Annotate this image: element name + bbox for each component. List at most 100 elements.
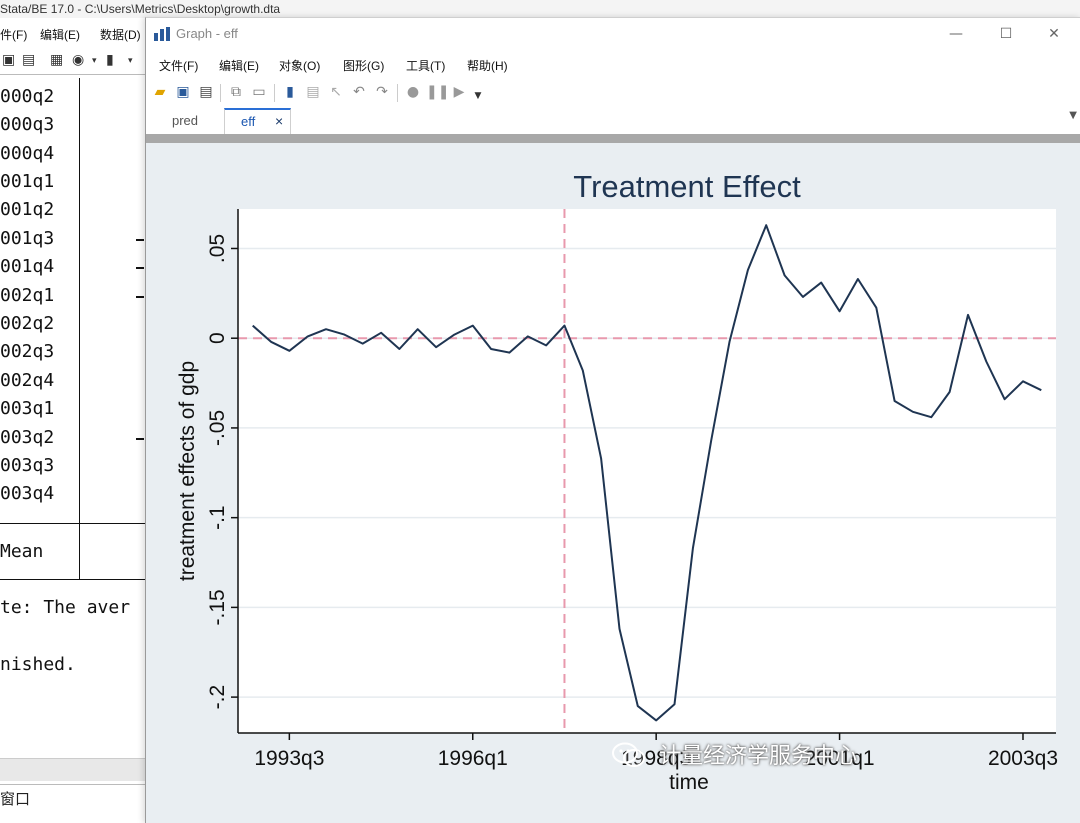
main-window-title: Stata/BE 17.0 - C:\Users\Metrics\Desktop… bbox=[0, 0, 1080, 18]
y-tick-label: -.2 bbox=[206, 685, 229, 710]
save-icon[interactable]: ▣ bbox=[2, 52, 16, 68]
table-divider bbox=[0, 579, 146, 580]
window-title: Graph - eff bbox=[176, 26, 238, 41]
save-icon[interactable]: ▣ bbox=[176, 84, 190, 100]
table-divider bbox=[79, 78, 80, 580]
menu-data[interactable]: 数据(D) bbox=[100, 28, 141, 42]
table-divider bbox=[0, 523, 146, 524]
note-text: te: The aver bbox=[0, 597, 131, 618]
plot-region bbox=[238, 209, 1056, 733]
tab-eff[interactable]: eff × bbox=[224, 108, 291, 135]
tab-label: pred bbox=[171, 113, 199, 128]
undo-icon[interactable]: ↶ bbox=[353, 84, 365, 100]
tab-label: eff bbox=[241, 114, 256, 129]
watermark: 计量经济学服务中心 bbox=[612, 738, 857, 778]
minus-sign bbox=[136, 239, 144, 241]
command-window-tab[interactable]: 窗口 bbox=[0, 784, 146, 815]
minimize-icon[interactable]: — bbox=[949, 26, 963, 42]
main-menubar: 件(F) 编辑(E) 数据(D) bbox=[0, 22, 146, 46]
table-row-label: 003q2 bbox=[0, 427, 55, 448]
horizontal-scrollbar[interactable] bbox=[0, 758, 146, 781]
y-tick-label: -.1 bbox=[206, 505, 229, 530]
y-tick-label: 0 bbox=[206, 332, 229, 344]
menu-edit[interactable]: 编辑(E) bbox=[219, 59, 259, 73]
y-tick-label: .05 bbox=[206, 234, 229, 263]
graph-tabs: pred eff × ▼ bbox=[146, 108, 1080, 135]
table-row-label: 001q2 bbox=[0, 199, 55, 220]
menu-object[interactable]: 对象(O) bbox=[279, 59, 321, 73]
tab-pred[interactable]: pred bbox=[146, 108, 225, 133]
close-icon[interactable]: × bbox=[275, 113, 284, 129]
table-row-label: 002q3 bbox=[0, 341, 55, 362]
graph-icon[interactable]: ▮ bbox=[106, 52, 114, 68]
mean-label: Mean bbox=[0, 541, 44, 562]
table-row-label: 002q4 bbox=[0, 370, 55, 391]
chevron-down-icon[interactable]: ▾ bbox=[128, 56, 133, 66]
x-axis-title: time bbox=[669, 771, 709, 794]
record-icon[interactable]: ● bbox=[406, 84, 420, 100]
copy-icon[interactable]: ⧉ bbox=[231, 84, 241, 100]
x-tick-label: 1996q1 bbox=[438, 747, 508, 770]
y-tick-label: -.05 bbox=[206, 410, 229, 446]
table-row-label: 000q4 bbox=[0, 143, 55, 164]
table-row-label: 002q1 bbox=[0, 285, 55, 306]
toolbar-separator bbox=[397, 84, 398, 102]
viewer-icon[interactable]: ◉ bbox=[72, 52, 85, 68]
graph-toolbar: ▰ ▣ ▤ ⧉ ▭ ▮ ▤ ↖ ↶ ↷ ● ❚❚ ▶ ▼ bbox=[146, 80, 486, 106]
table-row-label: 003q1 bbox=[0, 398, 55, 419]
minus-sign bbox=[136, 267, 144, 269]
table-row-label: 001q3 bbox=[0, 228, 55, 249]
menu-graph[interactable]: 图形(G) bbox=[343, 59, 385, 73]
x-tick-label: 2001q1 bbox=[805, 747, 875, 770]
graph-menubar: 文件(F) 编辑(E) 对象(O) 图形(G) 工具(T) 帮助(H) bbox=[146, 54, 1080, 76]
play-icon[interactable]: ▶ bbox=[453, 84, 465, 100]
graph-window: Graph - eff — ☐ ✕ 文件(F) 编辑(E) 对象(O) 图形(G… bbox=[145, 17, 1080, 823]
graph-canvas: .05 0 -.05 -.1 -.15 -.2 1993q3 1996q1 1998q3 2001… bbox=[146, 143, 1080, 823]
menu-tools[interactable]: 工具(T) bbox=[406, 59, 446, 73]
table-row-label: 001q4 bbox=[0, 256, 55, 277]
chart-title: Treatment Effect bbox=[573, 169, 801, 204]
chevron-down-icon[interactable]: ▾ bbox=[92, 56, 97, 66]
graph-editor-icon[interactable]: ▮ bbox=[286, 84, 294, 100]
redo-icon[interactable]: ↷ bbox=[376, 84, 388, 100]
toolbar-separator bbox=[220, 84, 221, 102]
toolbar-separator bbox=[274, 84, 275, 102]
table-row-label: 003q4 bbox=[0, 483, 55, 504]
table-row-label: 003q3 bbox=[0, 455, 55, 476]
wechat-icon bbox=[612, 742, 645, 767]
table-row-label: 002q2 bbox=[0, 313, 55, 334]
print-icon[interactable]: ▤ bbox=[199, 84, 213, 100]
table-row-label: 000q3 bbox=[0, 114, 55, 135]
chevron-down-icon[interactable]: ▼ bbox=[474, 91, 482, 101]
rename-icon[interactable]: ▭ bbox=[252, 84, 266, 100]
x-tick-label: 1993q3 bbox=[254, 747, 324, 770]
finished-text: nished. bbox=[0, 654, 76, 675]
table-row-label: 001q1 bbox=[0, 171, 55, 192]
pause-icon[interactable]: ❚❚ bbox=[426, 84, 450, 100]
menu-file[interactable]: 文件(F) bbox=[159, 59, 199, 73]
x-tick-label: 2003q3 bbox=[988, 747, 1058, 770]
close-icon[interactable]: ✕ bbox=[1048, 26, 1060, 42]
menu-help[interactable]: 帮助(H) bbox=[467, 59, 508, 73]
maximize-icon[interactable]: ☐ bbox=[999, 26, 1013, 42]
results-pane: 000q2 000q3 000q4 001q1 001q2 001q3 001q… bbox=[0, 78, 146, 758]
tab-separator-bar bbox=[146, 134, 1080, 143]
menu-file[interactable]: 件(F) bbox=[0, 28, 28, 42]
chevron-down-icon[interactable]: ▼ bbox=[1069, 110, 1077, 121]
log-icon[interactable]: ▦ bbox=[50, 52, 64, 68]
watermark-text: 计量经济学服务中心 bbox=[659, 744, 858, 769]
data-icon[interactable]: ▤ bbox=[306, 84, 320, 100]
main-toolbar: ▣ ▤ ▦ ◉ ▾ ▮ ▾ bbox=[0, 48, 146, 75]
graph-app-icon bbox=[154, 27, 170, 41]
print-icon[interactable]: ▤ bbox=[22, 52, 36, 68]
open-icon[interactable]: ▰ bbox=[154, 84, 166, 100]
series-line bbox=[252, 224, 1042, 722]
y-tick-label: -.15 bbox=[206, 589, 229, 625]
title-bar[interactable]: Graph - eff — ☐ ✕ bbox=[146, 18, 1080, 50]
minus-sign bbox=[136, 438, 144, 440]
pointer-icon[interactable]: ↖ bbox=[330, 84, 342, 100]
y-axis-title: treatment effects of gdp bbox=[176, 361, 199, 581]
menu-edit[interactable]: 编辑(E) bbox=[40, 28, 80, 42]
table-row-label: 000q2 bbox=[0, 86, 55, 107]
